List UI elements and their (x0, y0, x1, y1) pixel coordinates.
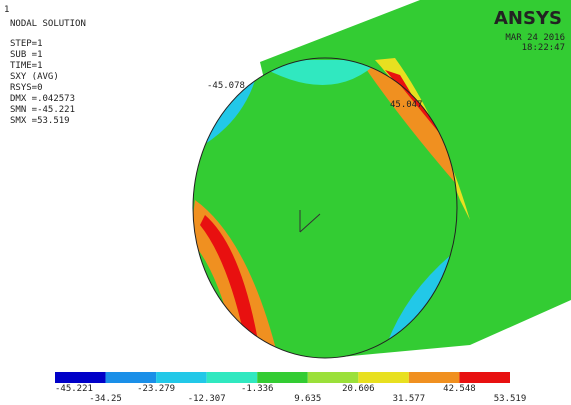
info-line: SXY (AVG) (10, 72, 59, 82)
legend-swatch (257, 372, 308, 383)
info-line: RSYS=0 (10, 83, 43, 93)
date: MAR 24 2016 (505, 33, 565, 43)
info-line: SMX =53.519 (10, 116, 70, 126)
legend-label: 53.519 (494, 394, 527, 404)
annotation: 45.047 (390, 100, 423, 110)
logo: ANSYS (494, 8, 562, 29)
legend-label: 9.635 (294, 394, 321, 404)
legend: -45.221-34.25 -23.279 -12.307 -1.336 9.635 20… (55, 372, 526, 404)
annotation: -45.078 (207, 81, 245, 91)
time: 18:22:47 (522, 43, 565, 53)
legend-label: -1.336 (241, 384, 274, 394)
legend-swatch (308, 372, 359, 383)
legend-swatch (207, 372, 258, 383)
legend-swatch (55, 372, 106, 383)
ansys-window: 1 NODAL SOLUTION STEP=1SUB =1TIME=1SXY (… (0, 0, 571, 405)
legend-swatch (459, 372, 510, 383)
info-title: NODAL SOLUTION (10, 19, 86, 29)
legend-swatch (156, 372, 207, 383)
legend-label: -23.279 (137, 384, 175, 394)
legend-label: 20.606 (342, 384, 375, 394)
info-line: SMN =-45.221 (10, 105, 75, 115)
legend-swatch (409, 372, 460, 383)
info-line: STEP=1 (10, 39, 43, 49)
legend-swatch (358, 372, 409, 383)
legend-label: -12.307 (188, 394, 226, 404)
window-number: 1 (4, 5, 9, 15)
info-line: SUB =1 (10, 50, 43, 60)
info-line: DMX =.042573 (10, 94, 75, 104)
info-line: TIME=1 (10, 61, 43, 71)
legend-swatch (106, 372, 157, 383)
legend-label: 42.548 (443, 384, 476, 394)
legend-label: 31.577 (393, 394, 426, 404)
legend-label: -45.221 (55, 384, 93, 394)
legend-label: -34.25 (89, 394, 122, 404)
